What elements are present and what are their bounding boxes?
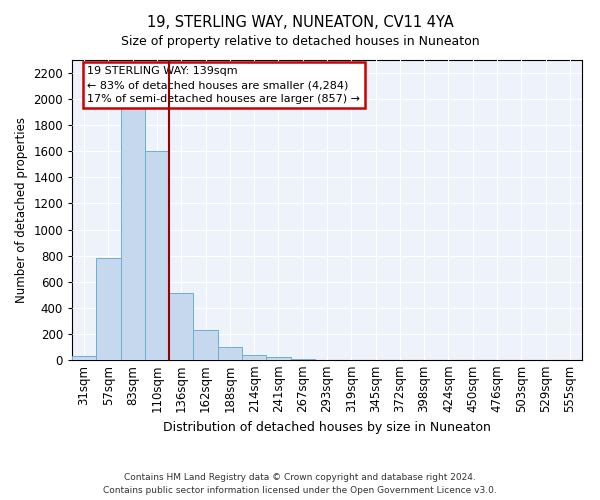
Bar	[218, 347, 242, 360]
Bar	[169, 294, 193, 360]
Bar	[145, 152, 169, 360]
Bar	[96, 258, 121, 360]
X-axis label: Distribution of detached houses by size in Nuneaton: Distribution of detached houses by size …	[163, 421, 491, 434]
Y-axis label: Number of detached properties: Number of detached properties	[14, 117, 28, 303]
Bar	[121, 99, 145, 360]
Text: 19 STERLING WAY: 139sqm
← 83% of detached houses are smaller (4,284)
17% of semi: 19 STERLING WAY: 139sqm ← 83% of detache…	[88, 66, 360, 104]
Bar	[266, 358, 290, 360]
Text: Contains HM Land Registry data © Crown copyright and database right 2024.
Contai: Contains HM Land Registry data © Crown c…	[103, 474, 497, 495]
Bar	[242, 355, 266, 360]
Text: Size of property relative to detached houses in Nuneaton: Size of property relative to detached ho…	[121, 35, 479, 48]
Bar	[193, 330, 218, 360]
Text: 19, STERLING WAY, NUNEATON, CV11 4YA: 19, STERLING WAY, NUNEATON, CV11 4YA	[146, 15, 454, 30]
Bar	[72, 356, 96, 360]
